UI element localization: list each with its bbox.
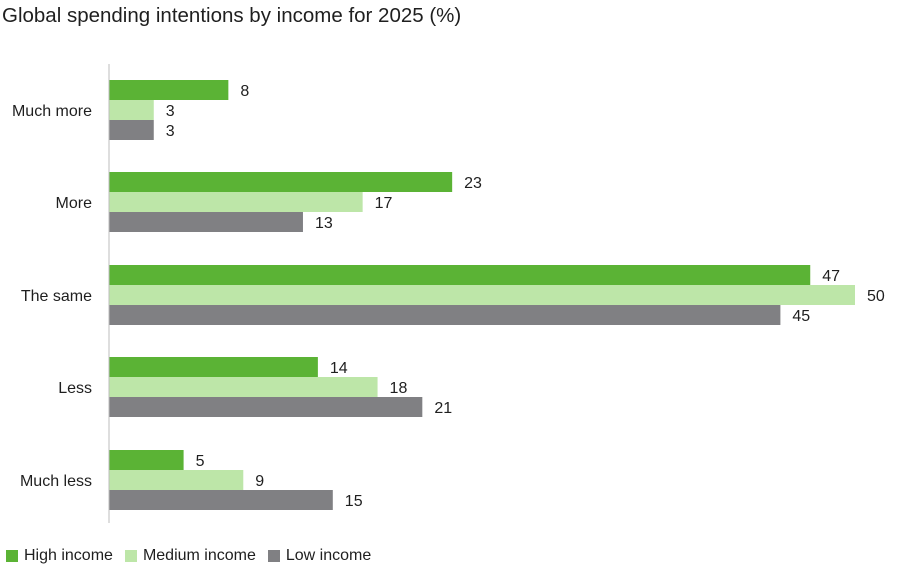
- data-label-much-less-medium-income: 9: [255, 473, 264, 490]
- legend-swatch-medium-income: [124, 550, 137, 562]
- bar-less-high-income: [109, 357, 318, 377]
- data-label-much-more-medium-income: 3: [166, 103, 175, 120]
- category-label-the-same: The same: [21, 288, 92, 305]
- data-label-the-same-high-income: 47: [822, 268, 840, 285]
- legend-label-medium-income: Medium income: [142, 547, 256, 564]
- bar-less-low-income: [109, 397, 423, 417]
- legend-item-medium-income: Medium income: [124, 547, 256, 565]
- category-label-more: More: [56, 195, 93, 212]
- data-label-more-high-income: 23: [464, 175, 482, 192]
- legend-swatch-low-income: [267, 550, 280, 562]
- bar-more-high-income: [109, 172, 453, 192]
- data-label-the-same-low-income: 45: [792, 308, 810, 325]
- data-label-less-high-income: 14: [330, 360, 348, 377]
- bar-the-same-medium-income: [109, 285, 855, 305]
- bar-the-same-low-income: [109, 305, 781, 325]
- data-label-less-medium-income: 18: [390, 380, 408, 397]
- bar-much-more-medium-income: [109, 100, 154, 120]
- category-label-much-less: Much less: [20, 473, 92, 490]
- bar-the-same-high-income: [109, 265, 811, 285]
- value-labels: 8 3 3 23 17 13 47 50 45 14 18 21 5 9 15: [166, 83, 885, 510]
- bar-much-more-low-income: [109, 120, 154, 140]
- bars-group: [109, 80, 855, 510]
- legend-label-high-income: High income: [24, 547, 113, 564]
- data-label-much-less-low-income: 15: [345, 493, 363, 510]
- data-label-more-medium-income: 17: [375, 195, 393, 212]
- legend-swatch-high-income: [6, 550, 18, 562]
- data-label-much-less-high-income: 5: [196, 453, 205, 470]
- category-label-less: Less: [58, 380, 92, 397]
- data-label-much-more-low-income: 3: [166, 123, 175, 140]
- bar-much-less-medium-income: [109, 470, 244, 490]
- bar-much-less-high-income: [109, 450, 184, 470]
- legend-item-low-income: Low income: [267, 547, 372, 565]
- bar-much-less-low-income: [109, 490, 333, 510]
- data-label-much-more-high-income: 8: [240, 83, 249, 100]
- bar-chart: Much more More The same Less Much less 8 3 3 23…: [12, 64, 885, 523]
- bar-less-medium-income: [109, 377, 378, 397]
- category-label-much-more: Much more: [12, 103, 92, 120]
- chart-title: Global spending intentions by income for…: [2, 4, 462, 27]
- data-label-the-same-medium-income: 50: [867, 288, 885, 305]
- data-label-less-low-income: 21: [434, 400, 452, 417]
- bar-more-low-income: [109, 212, 303, 232]
- legend-label-low-income: Low income: [285, 547, 372, 564]
- category-labels: Much more More The same Less Much less: [12, 103, 92, 490]
- legend-item-high-income: High income: [6, 547, 113, 565]
- bar-more-medium-income: [109, 192, 363, 212]
- bar-much-more-high-income: [109, 80, 229, 100]
- legend: High income Medium income Low income: [6, 547, 383, 565]
- data-label-more-low-income: 13: [315, 215, 333, 232]
